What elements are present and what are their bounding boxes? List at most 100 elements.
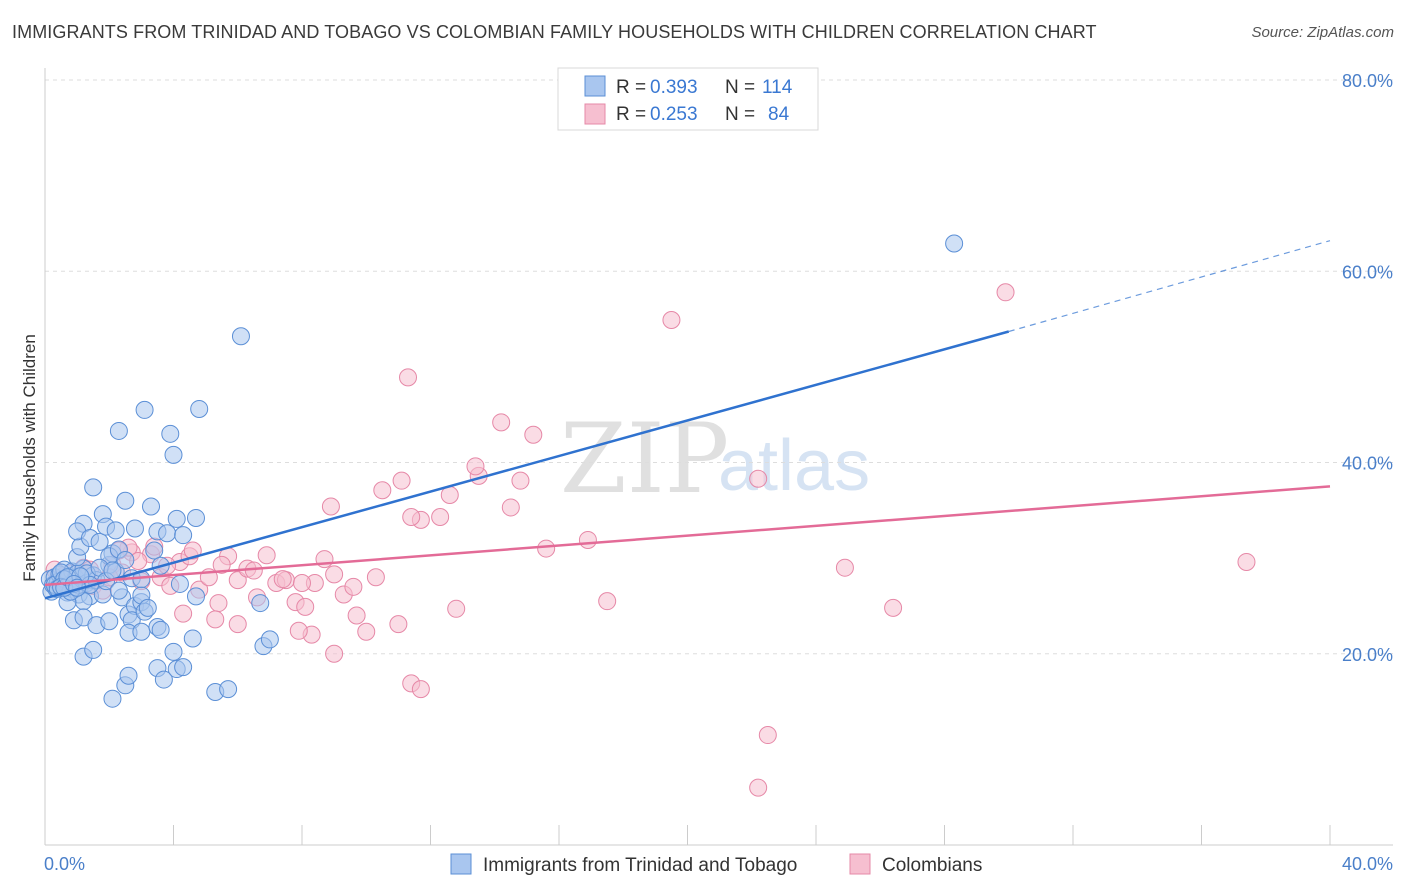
point-trinidad-70 bbox=[132, 622, 151, 641]
point-colombians-71 bbox=[273, 570, 292, 589]
point-colombians-49 bbox=[492, 413, 511, 432]
axes bbox=[44, 68, 1393, 846]
series-legend: Immigrants from Trinidad and Tobago Colo… bbox=[450, 853, 982, 876]
point-colombians-52 bbox=[399, 368, 418, 387]
legend-r-label-2: R = bbox=[616, 104, 646, 125]
point-trinidad-65 bbox=[231, 327, 250, 346]
trend-lines bbox=[44, 240, 1331, 600]
point-trinidad-91 bbox=[260, 630, 279, 649]
point-trinidad-84 bbox=[219, 680, 238, 699]
point-trinidad-80 bbox=[154, 670, 173, 689]
point-colombians-40 bbox=[347, 606, 366, 625]
point-colombians-33 bbox=[206, 610, 225, 629]
point-trinidad-73 bbox=[183, 629, 202, 648]
point-colombians-42 bbox=[373, 481, 392, 500]
point-colombians-50 bbox=[402, 508, 421, 527]
point-trinidad-74 bbox=[164, 642, 183, 661]
point-colombians-37 bbox=[325, 644, 344, 663]
point-colombians-41 bbox=[321, 497, 340, 516]
y-tick-label-60: 60.0% bbox=[1342, 262, 1393, 282]
point-colombians-81 bbox=[749, 778, 768, 797]
grid-lines bbox=[45, 79, 1393, 655]
point-trinidad-55 bbox=[158, 524, 177, 543]
point-trinidad-62 bbox=[164, 445, 183, 464]
point-colombians-64 bbox=[884, 598, 903, 617]
point-colombians-22 bbox=[257, 546, 276, 565]
point-trinidad-61 bbox=[161, 424, 180, 443]
point-colombians-62 bbox=[835, 558, 854, 577]
point-trinidad-50 bbox=[106, 521, 125, 540]
point-trinidad-101 bbox=[109, 581, 128, 600]
point-trinidad-104 bbox=[145, 541, 164, 560]
point-colombians-65 bbox=[749, 469, 768, 488]
legend-n-label-2: N = bbox=[725, 104, 755, 125]
legend-r-value-2: 0.253 bbox=[650, 104, 698, 125]
point-colombians-80 bbox=[758, 726, 777, 745]
point-colombians-32 bbox=[183, 541, 202, 560]
legend-r-value-1: 0.393 bbox=[650, 77, 698, 98]
trend-line-colombians bbox=[44, 485, 1331, 587]
point-trinidad-85 bbox=[103, 689, 122, 708]
point-trinidad-56 bbox=[167, 509, 186, 528]
bottom-legend-swatch-blue bbox=[450, 853, 472, 875]
point-colombians-59 bbox=[466, 457, 485, 476]
point-trinidad-100 bbox=[103, 561, 122, 580]
x-tick-label-min: 0.0% bbox=[44, 854, 85, 874]
point-colombians-51 bbox=[431, 508, 450, 527]
point-trinidad-63 bbox=[190, 399, 209, 418]
trend-line-trinidad-extension bbox=[1008, 240, 1331, 333]
point-colombians-34 bbox=[228, 615, 247, 634]
point-trinidad-68 bbox=[100, 612, 119, 631]
legend-n-value-1: 114 bbox=[762, 77, 793, 98]
point-trinidad-78 bbox=[119, 666, 138, 685]
point-trinidad-76 bbox=[84, 640, 103, 659]
correlation-legend: R = 0.393 N = 114 R = 0.253 N = 84 bbox=[557, 67, 819, 131]
trend-line-trinidad bbox=[44, 330, 1010, 600]
series-trinidad-tobago bbox=[40, 234, 964, 708]
point-colombians-39 bbox=[389, 615, 408, 634]
point-trinidad-57 bbox=[174, 526, 193, 545]
legend-n-value-2: 84 bbox=[768, 104, 790, 125]
point-colombians-19 bbox=[228, 571, 247, 590]
point-colombians-17 bbox=[209, 594, 228, 613]
point-trinidad-82 bbox=[174, 658, 193, 677]
point-colombians-60 bbox=[662, 311, 681, 330]
point-trinidad-87 bbox=[138, 598, 157, 617]
point-colombians-61 bbox=[996, 283, 1015, 302]
point-trinidad-88 bbox=[186, 587, 205, 606]
y-axis-label: Family Households with Children bbox=[20, 334, 39, 582]
point-trinidad-53 bbox=[142, 497, 161, 516]
point-trinidad-52 bbox=[125, 519, 144, 538]
x-tick-labels: 0.0% 40.0% bbox=[44, 854, 1393, 874]
point-trinidad-64 bbox=[109, 421, 128, 440]
point-colombians-55 bbox=[578, 530, 597, 549]
point-colombians-63 bbox=[1237, 552, 1256, 571]
point-colombians-29 bbox=[325, 565, 344, 584]
legend-n-label-1: N = bbox=[725, 77, 755, 98]
point-colombians-72 bbox=[293, 573, 311, 592]
point-colombians-79 bbox=[174, 604, 193, 623]
point-colombians-26 bbox=[296, 597, 315, 616]
chart-title: IMMIGRANTS FROM TRINIDAD AND TOBAGO VS C… bbox=[12, 22, 1097, 42]
series-colombians bbox=[45, 283, 1256, 797]
point-colombians-58 bbox=[501, 498, 520, 517]
point-colombians-36 bbox=[289, 621, 308, 640]
point-trinidad-72 bbox=[151, 620, 170, 639]
point-trinidad-35 bbox=[90, 532, 109, 551]
point-trinidad-43 bbox=[116, 551, 135, 570]
watermark-zip: ZIP bbox=[560, 403, 729, 515]
x-tick-label-max: 40.0% bbox=[1342, 854, 1393, 874]
point-trinidad-34 bbox=[84, 478, 103, 497]
bottom-legend-label-blue: Immigrants from Trinidad and Tobago bbox=[483, 855, 797, 876]
bottom-legend-swatch-pink bbox=[849, 853, 871, 875]
point-colombians-82 bbox=[366, 568, 385, 587]
legend-swatch-blue bbox=[584, 75, 606, 97]
point-trinidad-51 bbox=[116, 491, 135, 510]
y-tick-label-80: 80.0% bbox=[1342, 71, 1393, 91]
point-trinidad-89 bbox=[251, 594, 270, 613]
point-trinidad-60 bbox=[135, 400, 154, 419]
point-colombians-54 bbox=[411, 680, 430, 699]
point-colombians-31 bbox=[344, 577, 363, 596]
point-colombians-83 bbox=[447, 599, 466, 618]
